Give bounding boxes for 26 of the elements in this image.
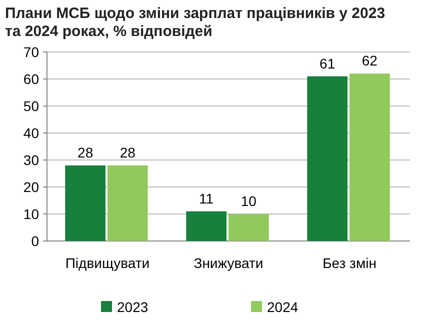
data-label: 28 [120,144,136,160]
y-tick-label: 60 [23,70,40,87]
x-tick-label: Знижувати [194,255,264,271]
legend-label: 2023 [117,299,148,315]
bar [228,214,269,241]
y-tick-label: 50 [23,98,40,114]
y-tick-label: 70 [23,44,40,60]
y-tick-label: 40 [23,124,40,141]
x-tick-label: Без змін [322,255,376,271]
data-label: 62 [362,52,378,69]
y-tick-label: 0 [31,232,40,249]
chart-title: Плани МСБ щодо зміни зарплат працівників у 2023 та 2024 роках, % відповідей [5,5,386,40]
y-tick-label: 20 [23,178,40,195]
bar [65,165,106,241]
legend-label: 2024 [267,299,298,315]
bar [350,74,390,241]
data-label: 10 [240,193,257,209]
data-label: 11 [199,190,214,206]
y-tick-label: 30 [23,152,40,168]
data-label: 61 [320,55,336,72]
data-label: 28 [78,144,94,160]
x-tick-label: Підвищувати [65,255,150,271]
bar [186,211,226,241]
bar [108,165,148,241]
y-tick-label: 10 [23,206,40,222]
bar [307,76,348,241]
